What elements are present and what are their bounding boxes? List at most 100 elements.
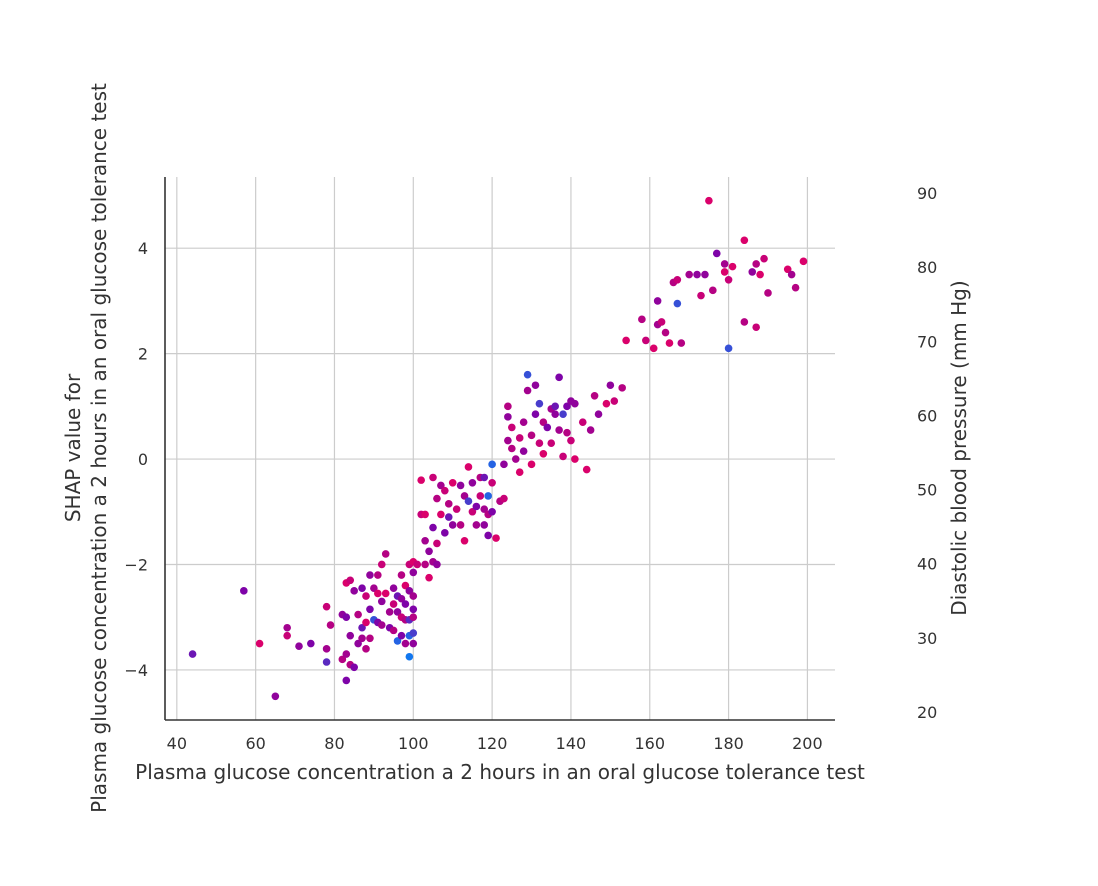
- data-point: [283, 623, 291, 632]
- data-point: [405, 587, 414, 595]
- data-point: [444, 513, 453, 521]
- data-point: [582, 465, 591, 474]
- colorbar-tick-label: 50: [917, 481, 937, 500]
- data-point: [638, 315, 646, 324]
- x-tick-labels: 40 60 80 100 120 140 160 180 200: [167, 734, 823, 753]
- data-point: [421, 536, 429, 545]
- data-point: [342, 650, 351, 658]
- data-point: [322, 645, 331, 653]
- data-point: [401, 581, 410, 590]
- data-point: [397, 594, 406, 603]
- data-point: [783, 265, 792, 274]
- x-tick-label: 160: [634, 734, 665, 753]
- data-point: [448, 478, 457, 487]
- data-point: [563, 402, 571, 411]
- y-tick-label: 0: [138, 450, 148, 469]
- data-point: [693, 270, 701, 279]
- data-point: [437, 510, 445, 519]
- data-point: [346, 631, 355, 640]
- data-point: [720, 268, 729, 276]
- data-point: [468, 507, 477, 516]
- data-point: [527, 431, 536, 440]
- data-point: [720, 260, 729, 268]
- y-axis-label: SHAP value for Plasma glucose concentrat…: [61, 83, 111, 813]
- y-tick-label: −4: [124, 661, 148, 680]
- data-point: [697, 291, 705, 300]
- data-point: [504, 413, 512, 421]
- data-point: [354, 639, 362, 648]
- data-point: [535, 439, 544, 448]
- grid-lines: [165, 177, 835, 720]
- data-point: [397, 571, 406, 579]
- data-point: [547, 439, 556, 448]
- data-point: [500, 460, 508, 469]
- data-point: [413, 560, 422, 569]
- colorbar-tick-label: 20: [917, 703, 937, 722]
- data-point: [492, 534, 500, 542]
- data-point: [358, 634, 366, 643]
- data-point: [610, 397, 619, 405]
- data-point: [504, 436, 512, 445]
- data-point: [346, 576, 355, 585]
- x-tick-label: 200: [792, 734, 823, 753]
- data-point: [555, 373, 563, 382]
- data-point: [602, 399, 611, 408]
- data-point: [760, 254, 768, 263]
- data-point: [519, 447, 528, 455]
- data-point: [578, 418, 587, 426]
- data-point: [586, 426, 595, 434]
- data-point: [535, 399, 544, 408]
- data-point: [358, 623, 366, 632]
- data-point: [515, 434, 524, 442]
- data-point: [480, 473, 489, 482]
- data-point: [409, 639, 418, 648]
- data-point: [425, 547, 433, 556]
- data-point: [476, 492, 485, 500]
- data-point: [728, 262, 737, 271]
- data-point: [555, 426, 563, 434]
- data-point: [480, 521, 489, 529]
- data-point: [685, 270, 693, 279]
- data-point: [642, 336, 650, 345]
- data-point: [460, 492, 469, 500]
- data-point: [240, 587, 248, 595]
- x-tick-label: 80: [324, 734, 344, 753]
- data-point: [504, 402, 512, 411]
- data-point: [409, 605, 418, 614]
- data-point: [389, 584, 398, 593]
- data-point: [531, 410, 540, 419]
- data-point: [397, 631, 406, 640]
- x-tick-label: 40: [167, 734, 187, 753]
- data-point: [366, 634, 374, 643]
- data-point: [381, 589, 390, 598]
- data-point: [567, 436, 575, 445]
- data-point: [433, 539, 441, 548]
- data-point: [326, 621, 335, 629]
- data-point: [429, 473, 437, 482]
- x-tick-label: 100: [398, 734, 429, 753]
- data-point: [712, 249, 721, 258]
- y-tick-label: −2: [124, 555, 148, 574]
- data-point: [787, 270, 796, 279]
- data-point: [523, 370, 532, 379]
- data-point: [472, 521, 481, 529]
- data-point: [433, 494, 441, 503]
- data-point: [338, 655, 347, 664]
- data-point: [350, 587, 358, 595]
- data-point: [374, 589, 382, 598]
- data-point: [484, 492, 492, 500]
- x-tick-label: 180: [713, 734, 744, 753]
- data-point: [377, 597, 386, 606]
- data-point: [409, 613, 418, 621]
- data-point: [425, 573, 433, 582]
- data-point: [665, 339, 674, 347]
- data-point: [649, 344, 658, 353]
- y-axis-label-line-1: SHAP value for: [61, 373, 85, 522]
- data-points: [188, 196, 808, 701]
- data-point: [417, 476, 425, 484]
- data-point: [539, 418, 548, 426]
- data-point: [527, 460, 536, 469]
- data-point: [484, 531, 492, 540]
- data-point: [756, 270, 764, 279]
- x-tick-label: 140: [556, 734, 587, 753]
